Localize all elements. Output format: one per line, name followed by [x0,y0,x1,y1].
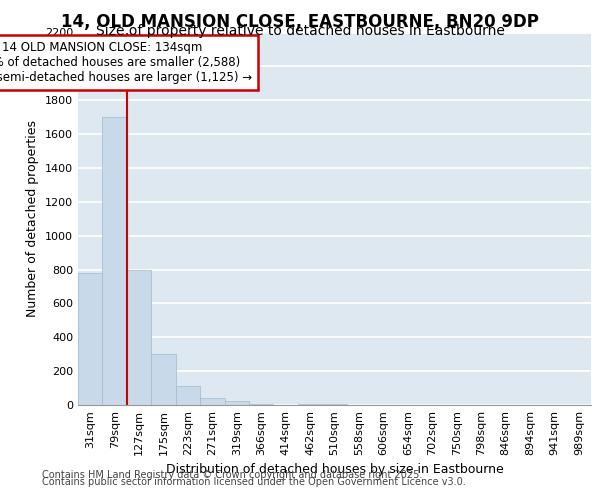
X-axis label: Distribution of detached houses by size in Eastbourne: Distribution of detached houses by size … [166,464,503,476]
Bar [176,386,200,405]
Bar [322,404,347,405]
Bar [224,401,249,405]
Text: Contains public sector information licensed under the Open Government Licence v3: Contains public sector information licen… [42,477,466,487]
Text: Size of property relative to detached houses in Eastbourne: Size of property relative to detached ho… [95,24,505,38]
Y-axis label: Number of detached properties: Number of detached properties [26,120,40,318]
Text: Contains HM Land Registry data © Crown copyright and database right 2025.: Contains HM Land Registry data © Crown c… [42,470,422,480]
Bar [200,398,224,405]
Bar [78,273,103,405]
Text: 14, OLD MANSION CLOSE, EASTBOURNE, BN20 9DP: 14, OLD MANSION CLOSE, EASTBOURNE, BN20 … [61,12,539,30]
Bar [127,270,151,405]
Bar [151,354,176,405]
Bar [249,404,274,405]
Text: 14 OLD MANSION CLOSE: 134sqm
← 69% of detached houses are smaller (2,588)
30% of: 14 OLD MANSION CLOSE: 134sqm ← 69% of de… [0,41,253,84]
Bar [298,404,322,405]
Bar [103,117,127,405]
